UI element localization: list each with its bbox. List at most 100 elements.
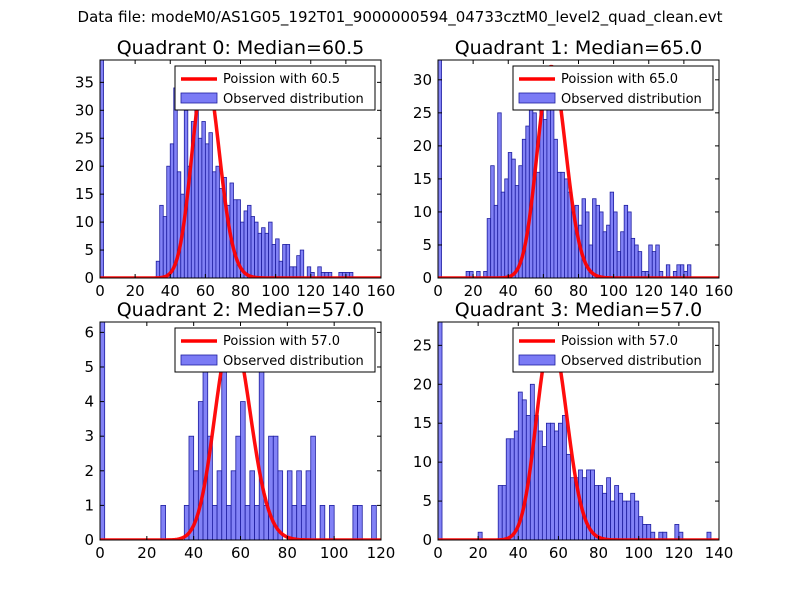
x-tick-label: 160	[705, 282, 734, 300]
x-tick-label: 80	[589, 544, 608, 562]
histogram-bar	[268, 221, 273, 278]
histogram-bar	[219, 188, 224, 278]
histogram-bar	[247, 204, 252, 278]
histogram-bar	[275, 238, 280, 278]
histogram-bar	[686, 264, 692, 278]
histogram-bar	[169, 143, 175, 278]
histogram-bar	[286, 470, 293, 540]
x-tick-label: 80	[278, 544, 297, 562]
histogram-bar	[193, 470, 199, 540]
histogram-bar	[602, 492, 607, 540]
y-tick-label: 5	[84, 358, 94, 376]
histogram-bar	[542, 119, 548, 278]
histogram-bar	[622, 500, 628, 540]
x-tick-label: 100	[599, 282, 628, 300]
histogram-bar	[509, 438, 515, 540]
y-tick-label: 15	[75, 185, 94, 203]
x-tick-label: 40	[184, 544, 203, 562]
x-tick-label: 140	[332, 282, 361, 300]
x-tick-label: 160	[367, 282, 396, 300]
y-tick-label: 2	[84, 462, 94, 480]
histogram-bar	[208, 132, 213, 278]
histogram-bar	[665, 264, 671, 278]
poisson-curve	[438, 335, 719, 540]
histogram-bar	[296, 255, 301, 278]
x-tick-label: 100	[624, 544, 653, 562]
x-tick-label: 100	[261, 282, 290, 300]
histogram-bar	[271, 244, 277, 278]
histogram-bar	[630, 492, 636, 540]
y-tick-label: 20	[413, 137, 432, 155]
y-tick-label: 5	[422, 492, 432, 510]
histogram-bar	[197, 401, 204, 540]
legend: Poission with 60.5 Observed distribution	[174, 65, 376, 111]
histogram-bar	[562, 415, 567, 540]
histogram-bar	[291, 504, 298, 540]
histogram-bar	[650, 531, 656, 540]
histogram-bar	[570, 477, 575, 540]
x-tick-label: 120	[634, 282, 663, 300]
x-tick-label: 120	[367, 544, 396, 562]
histogram-bar	[160, 504, 166, 540]
histogram-bar	[254, 221, 259, 278]
histogram-bar	[511, 158, 516, 278]
y-tick-label: 25	[413, 104, 432, 122]
histogram-bar	[162, 216, 168, 278]
histogram-bar	[268, 435, 274, 540]
y-tick-label: 25	[75, 129, 94, 147]
y-tick-label: 10	[413, 203, 432, 221]
legend-label-observed: Observed distribution	[561, 92, 702, 107]
histogram-bar	[525, 125, 530, 278]
histogram-bar	[216, 470, 223, 540]
legend-label-poisson: Poission with 65.0	[561, 72, 678, 87]
y-tick-label: 1	[84, 496, 94, 514]
y-tick-label: 15	[413, 170, 432, 188]
histogram-bar	[282, 244, 287, 278]
histogram-bar	[646, 524, 652, 540]
histogram-bar	[285, 244, 291, 278]
panel-title: Quadrant 2: Median=57.0	[117, 299, 365, 321]
histogram-bar	[655, 244, 660, 278]
histogram-bar	[221, 366, 227, 540]
x-tick-label: 80	[231, 282, 250, 300]
histogram-bar	[299, 249, 305, 278]
x-tick-label: 0	[95, 544, 105, 562]
histogram-bar	[261, 227, 266, 278]
legend: Poission with 57.0 Observed distribution	[174, 327, 376, 373]
histogram-bar	[497, 485, 503, 540]
y-tick-label: 30	[75, 101, 94, 119]
histogram-bar	[438, 60, 442, 278]
histogram-bar	[674, 524, 680, 540]
histogram-bar	[249, 470, 255, 540]
histogram-bar	[553, 138, 558, 278]
quadrant-3-chart: 0 20 40 60 80 100 120 140 0 5 10 15 20 25 Quadrant 3: …	[413, 299, 733, 562]
y-tick-label: 35	[75, 73, 94, 91]
legend-label-poisson: Poission with 57.0	[223, 334, 340, 349]
histogram-bar	[634, 244, 639, 278]
histogram-bar	[250, 216, 255, 278]
y-tick-label: 0	[84, 269, 94, 287]
axes-frame	[437, 321, 720, 541]
histogram-bar	[226, 504, 232, 540]
y-tick-label: 5	[84, 241, 94, 259]
histogram-bar	[606, 224, 611, 278]
x-tick-label: 40	[161, 282, 180, 300]
legend-label-poisson: Poission with 60.5	[223, 72, 340, 87]
histogram-bar	[609, 191, 615, 278]
x-tick-label: 0	[433, 544, 443, 562]
histogram-bar	[300, 504, 307, 540]
y-tick-label: 30	[413, 71, 432, 89]
histogram-bar	[357, 504, 363, 540]
histogram-bar	[637, 251, 643, 278]
histogram-bar	[254, 504, 260, 540]
histogram-bar	[595, 204, 600, 278]
histogram-bar	[240, 401, 246, 540]
quadrant-0-chart: 0 20 40 60 80 100 120 140 160 0 5 10 15 20 25 30 35 Quadr…	[75, 37, 395, 300]
histogram-bar	[507, 152, 513, 278]
histogram-bar	[497, 112, 502, 278]
y-tick-label: 0	[84, 531, 94, 549]
y-tick-label: 25	[413, 336, 432, 354]
y-tick-label: 3	[84, 427, 94, 445]
histogram-bar	[594, 485, 599, 540]
histogram-bar	[155, 260, 161, 278]
